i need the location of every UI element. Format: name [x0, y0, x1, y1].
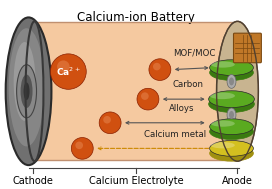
Ellipse shape: [210, 124, 254, 139]
Circle shape: [149, 59, 171, 81]
Ellipse shape: [211, 142, 235, 148]
Ellipse shape: [9, 28, 44, 146]
Ellipse shape: [14, 42, 36, 121]
Text: Anode: Anode: [222, 176, 253, 186]
Ellipse shape: [227, 108, 236, 122]
Ellipse shape: [229, 77, 234, 85]
Bar: [29, 22, 237, 160]
Circle shape: [57, 60, 70, 73]
Ellipse shape: [210, 140, 254, 156]
Circle shape: [141, 92, 149, 100]
Text: Alloys: Alloys: [169, 104, 194, 113]
Ellipse shape: [18, 21, 39, 161]
Ellipse shape: [217, 21, 258, 161]
Circle shape: [137, 88, 159, 110]
Text: MOF/MOC: MOF/MOC: [174, 49, 216, 58]
Text: Calcium metal: Calcium metal: [144, 129, 206, 139]
Ellipse shape: [6, 17, 51, 165]
Ellipse shape: [210, 65, 254, 81]
Text: Calcium-ion Battery: Calcium-ion Battery: [77, 11, 195, 24]
Ellipse shape: [210, 92, 235, 99]
Text: Cathode: Cathode: [12, 176, 53, 186]
Circle shape: [50, 54, 86, 89]
Ellipse shape: [17, 65, 36, 118]
Circle shape: [153, 63, 161, 70]
Ellipse shape: [210, 145, 254, 161]
Ellipse shape: [229, 111, 234, 119]
Text: Carbon: Carbon: [172, 80, 203, 89]
FancyBboxPatch shape: [233, 33, 261, 63]
Circle shape: [103, 116, 111, 124]
Ellipse shape: [209, 91, 254, 108]
Text: Ca$^{2+}$: Ca$^{2+}$: [56, 65, 81, 78]
Ellipse shape: [209, 96, 254, 112]
Ellipse shape: [211, 61, 235, 68]
Ellipse shape: [21, 74, 33, 108]
Circle shape: [99, 112, 121, 134]
Ellipse shape: [227, 74, 236, 88]
Circle shape: [75, 142, 83, 149]
Ellipse shape: [210, 60, 254, 76]
Ellipse shape: [210, 119, 254, 135]
Ellipse shape: [24, 82, 30, 100]
Ellipse shape: [211, 120, 235, 127]
Circle shape: [71, 138, 93, 159]
Text: Calcium Electrolyte: Calcium Electrolyte: [89, 176, 183, 186]
